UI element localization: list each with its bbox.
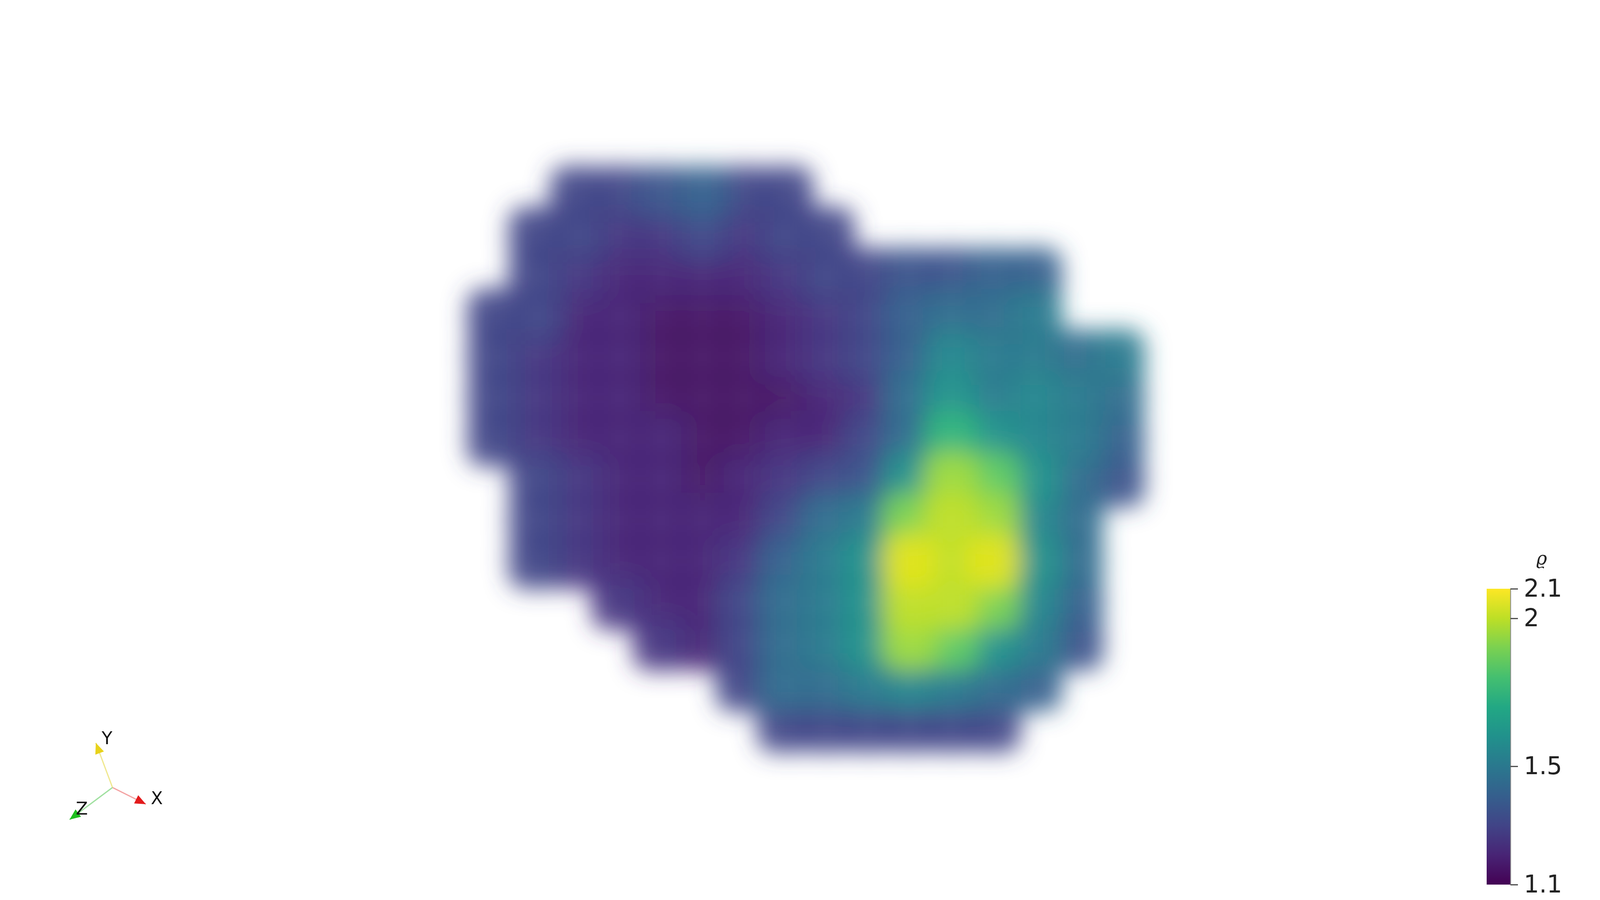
colorbar-tick: 2.1 (1510, 574, 1563, 603)
colorbar-tick-label: 2.1 (1523, 574, 1563, 603)
density-cell (674, 165, 731, 222)
triad-label: Z (75, 798, 88, 819)
triad-label: X (150, 787, 163, 809)
colorbar-tick-label: 2 (1523, 603, 1540, 633)
colorbar-title: ϱ (1536, 547, 1548, 569)
triad-head (134, 795, 146, 805)
colorbar-tick-line (1510, 588, 1518, 590)
triad-arm (69, 787, 113, 820)
colorbar-tick-line (1510, 617, 1518, 620)
triad-label: Y (101, 727, 113, 749)
colorbar-axis: 1.1 1.5 22.1 (1510, 574, 1563, 899)
figure: 1.1 1.5 22.1 ϱ X Y Z (0, 0, 1600, 900)
colorbar-tick: 1.1 (1510, 870, 1563, 899)
density-cell (881, 533, 938, 589)
colorbar-tick-line (1510, 765, 1518, 768)
colorbar-ramp (1486, 588, 1511, 885)
triad-arm (112, 787, 146, 805)
density-cell (632, 615, 690, 671)
colorbar-tick-line (1510, 884, 1518, 886)
volume (467, 165, 1145, 753)
colorbar-tick-label: 1.1 (1523, 870, 1563, 899)
colorbar-tick: 1.5 (1510, 751, 1563, 780)
volume-cells (467, 165, 1145, 753)
colorbar-tick: 2 (1510, 603, 1540, 633)
density-cell (508, 533, 565, 589)
colorbar: 1.1 1.5 22.1 ϱ (1486, 547, 1563, 899)
density-cell (964, 533, 1021, 589)
axes-triad: X Y Z (69, 727, 163, 820)
colorbar-tick-label: 1.5 (1523, 751, 1563, 780)
colorbar-axis-line (1510, 589, 1519, 885)
